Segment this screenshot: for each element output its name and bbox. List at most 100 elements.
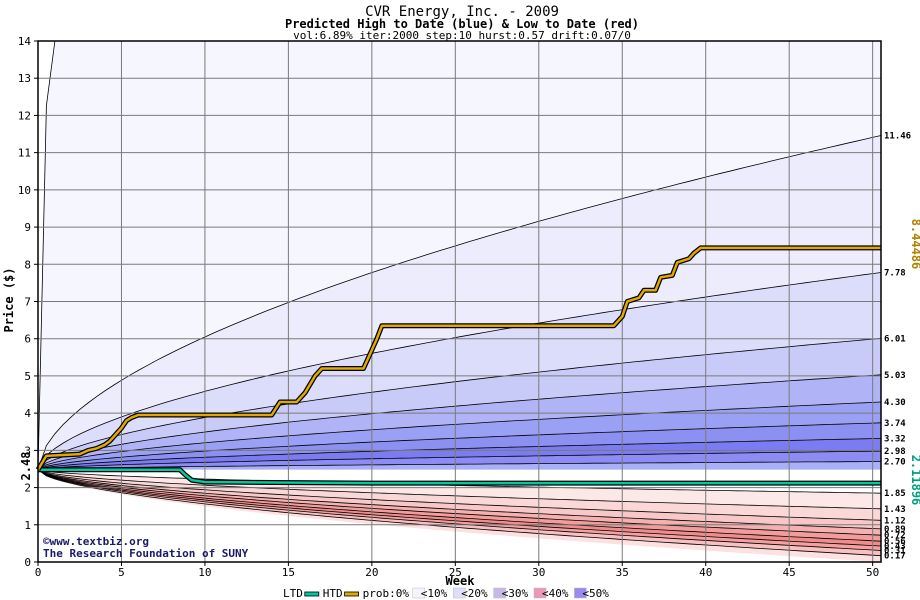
band-contour <box>37 337 882 470</box>
legend-label: <50% <box>582 587 609 600</box>
y-tick-label: 10 <box>18 184 31 197</box>
band-contour <box>37 469 882 530</box>
watermark-line-1: ©www.textbiz.org <box>43 535 149 548</box>
chart-title: CVR Energy, Inc. - 2009 <box>365 4 559 20</box>
band-end-labels: 2.702.98 3.32 3.74 4.30 5.03 6.01 7.78 11.46 1.8… <box>884 132 911 562</box>
high-band <box>38 402 881 470</box>
x-tick-label: 20 <box>365 566 378 579</box>
high-band <box>38 451 881 470</box>
band-contour <box>37 469 882 551</box>
high-band <box>38 338 881 470</box>
start-price-label: 2.48 <box>19 452 33 481</box>
grid-lines <box>38 40 881 562</box>
low-band <box>38 469 881 536</box>
high-band-end-label: 7.78 <box>884 268 906 278</box>
low-band-end-label: 1.43 <box>884 505 906 515</box>
x-tick-label: 50 <box>866 566 879 579</box>
low-band-end-label: 0.43 <box>884 542 906 552</box>
low-probability-bands <box>38 469 881 562</box>
low-band-end-label: 0.17 <box>884 552 906 562</box>
legend-label: LTD <box>283 587 303 600</box>
legend-swatch <box>452 587 466 599</box>
y-tick-label: 9 <box>24 221 31 234</box>
x-tick-label: 30 <box>532 566 545 579</box>
high-band <box>38 422 881 470</box>
high-band-end-label: 11.46 <box>884 132 911 142</box>
x-tick-label: 0 <box>35 566 42 579</box>
y-tick-label: 2 <box>24 482 31 495</box>
band-contour <box>37 469 882 547</box>
band-contour <box>37 374 882 471</box>
low-band <box>38 469 881 542</box>
y-tick-label: 14 <box>18 35 32 48</box>
high-band <box>38 272 881 470</box>
y-axis-label: Price ($) <box>2 267 16 332</box>
y-tick-label: 8 <box>24 258 31 271</box>
high-band <box>38 135 881 470</box>
low-band <box>38 469 881 546</box>
band-contour <box>37 469 882 557</box>
legend-label: HTD <box>323 587 343 600</box>
low-band <box>38 469 881 521</box>
legend-line-swatch <box>304 591 320 597</box>
high-band <box>38 461 881 470</box>
band-contour <box>37 461 882 471</box>
low-band-end-label: 1.85 <box>884 489 906 499</box>
y-tick-label: 6 <box>24 333 31 346</box>
low-band <box>38 469 881 529</box>
x-tick-label: 45 <box>783 566 796 579</box>
series-lines <box>35 245 881 486</box>
band-contour <box>37 401 882 471</box>
high-band-end-label: 3.32 <box>884 434 906 444</box>
ltd-series-line <box>38 468 881 485</box>
legend-line-swatch <box>344 591 360 597</box>
low-band <box>38 469 881 556</box>
band-contour <box>37 469 882 536</box>
y-tick-label: 11 <box>18 147 31 160</box>
band-contour <box>37 135 882 470</box>
low-band-end-label: 0.89 <box>884 525 906 535</box>
high-band-end-label: 3.74 <box>884 419 906 429</box>
high-band-end-label: 2.70 <box>884 458 906 468</box>
legend-swatch <box>412 587 426 599</box>
chart-params: vol:6.89% iter:2000 step:10 hurst:0.57 d… <box>293 29 631 42</box>
legend-swatch <box>493 587 506 599</box>
band-contour <box>37 272 882 470</box>
x-tick-label: 25 <box>449 566 462 579</box>
y-tick-label: 13 <box>18 72 31 85</box>
low-band-end-label: 0.56 <box>884 537 906 547</box>
high-band-end-label: 4.30 <box>884 398 906 408</box>
low-band-end-label: 0.72 <box>884 531 906 541</box>
band-contour <box>37 450 882 471</box>
y-tick-label: 3 <box>24 444 31 457</box>
y-tick-label: 12 <box>18 109 31 122</box>
x-tick-label: 10 <box>198 566 211 579</box>
x-axis-ticks: 0 5 10 15 20 25 30 35 40 45 50 <box>35 562 879 579</box>
band-contour <box>37 469 882 542</box>
band-contour <box>37 438 882 471</box>
watermark-line-2: The Research Foundation of SUNY <box>43 547 249 560</box>
low-band <box>38 469 881 551</box>
x-tick-label: 15 <box>282 566 295 579</box>
legend-label: <10% <box>421 587 448 600</box>
band-contour <box>37 422 882 471</box>
low-band-end-label: 1.12 <box>884 516 906 526</box>
legend: LTD HTD prob:0% <10% <20% <30% <40% <50% <box>283 587 609 600</box>
high-band-end-label: 5.03 <box>884 371 906 381</box>
legend-label: prob:0% <box>363 587 410 600</box>
low-band <box>38 469 881 562</box>
ltd-end-label: 2.11896 <box>909 455 920 506</box>
htd-end-label: 8.44486 <box>909 219 920 270</box>
low-band-end-label: 0.31 <box>884 546 906 556</box>
legend-swatch <box>574 587 587 599</box>
chart-subtitle: Predicted High to Date (blue) & Low to D… <box>285 17 639 31</box>
high-band-end-label: 2.98 <box>884 447 906 457</box>
x-tick-label: 5 <box>118 566 125 579</box>
legend-label: <40% <box>542 587 569 600</box>
legend-label: <30% <box>502 587 529 600</box>
legend-label: <20% <box>461 587 488 600</box>
y-tick-label: 5 <box>24 370 31 383</box>
high-band <box>38 41 881 470</box>
